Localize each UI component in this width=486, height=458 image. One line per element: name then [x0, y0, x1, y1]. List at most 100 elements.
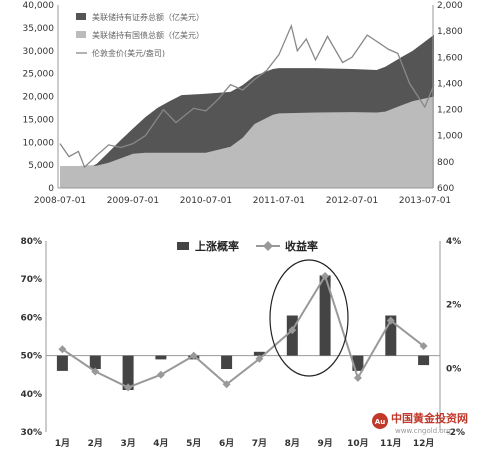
- bar-probability: [286, 315, 298, 356]
- return-marker: [321, 272, 330, 281]
- x-tick-label: 2013-07-01: [399, 196, 451, 206]
- watermark-logo-icon: [372, 413, 388, 429]
- bar-probability: [385, 315, 397, 356]
- x-tick-label: 3月: [120, 438, 135, 449]
- bar-probability: [352, 355, 364, 371]
- watermark: Au 中国黄金投资网 www.cngold.org: [372, 411, 468, 435]
- y-right-tick-label: 1,200: [437, 106, 463, 116]
- x-tick-label: 1月: [55, 438, 70, 449]
- watermark-title: 中国黄金投资网: [391, 411, 468, 425]
- y-left-tick-label: 30%: [20, 428, 42, 438]
- y-right-tick-label: 2%: [446, 301, 461, 311]
- x-tick-label: 2010-07-01: [180, 196, 232, 206]
- y-right-tick-label: 1,000: [437, 132, 463, 142]
- watermark-url: www.cngold.org: [395, 427, 451, 435]
- top-chart-gold-line: [59, 23, 435, 169]
- legend-label-gold: 伦敦金价(美元/盎司): [92, 48, 165, 58]
- x-tick-label: 2月: [88, 438, 103, 449]
- bar-probability: [155, 355, 167, 360]
- return-marker: [156, 370, 165, 379]
- y-right-tick-label: 1,400: [437, 79, 463, 89]
- bottom-chart-ticks: 30% 40% 50% 60% 70% 80% -2% 0% 2% 4% 1月 2月 3月 4月 5月 6月 7…: [20, 237, 465, 449]
- return-marker: [255, 354, 264, 363]
- legend-label-probability: 上涨概率: [195, 239, 239, 253]
- y-left-tick-label: 70%: [20, 275, 42, 285]
- y-left-tick-label: 40,000: [23, 1, 55, 11]
- top-legend: 美联储持有证券总额（亿美元） 美联储持有国债总额（亿美元） 伦敦金价(美元/盎司…: [76, 12, 204, 58]
- y-left-tick-label: 30,000: [23, 47, 55, 57]
- return-marker: [124, 383, 133, 392]
- watermark-logo-text: Au: [375, 418, 385, 426]
- y-left-tick-label: 5,000: [28, 161, 54, 171]
- area-treasuries: [60, 96, 434, 188]
- return-marker: [91, 367, 100, 376]
- return-line: [61, 273, 425, 389]
- y-left-tick-label: 20,000: [23, 93, 55, 103]
- x-tick-label: 4月: [153, 438, 168, 449]
- x-tick-label: 2011-07-01: [253, 196, 305, 206]
- x-tick-label: 9月: [317, 438, 332, 449]
- highlight-ellipse: [269, 259, 349, 377]
- bar-probability: [89, 355, 101, 369]
- legend-label-return: 收益率: [285, 239, 318, 253]
- legend-label-treasuries: 美联储持有国债总额（亿美元）: [92, 30, 204, 40]
- return-marker: [353, 373, 362, 382]
- y-right-tick-label: 2,000: [437, 1, 463, 11]
- y-right-tick-label: 800: [437, 158, 454, 168]
- bar-probability: [418, 355, 430, 366]
- legend-swatch-treasuries: [76, 31, 86, 38]
- x-tick-label: 10月: [347, 438, 369, 449]
- y-left-tick-label: 80%: [20, 237, 42, 247]
- bottom-legend: 上涨概率 收益率: [177, 239, 318, 253]
- x-tick-label: 5月: [186, 438, 201, 449]
- x-tick-label: 2009-07-01: [107, 196, 159, 206]
- top-chart-areas: [60, 34, 434, 189]
- bar-probability: [56, 355, 68, 371]
- x-tick-label: 8月: [285, 438, 300, 449]
- return-marker: [58, 345, 67, 354]
- y-left-tick-label: 60%: [20, 313, 42, 323]
- bar-probability: [122, 355, 134, 390]
- y-right-tick-label: 1,800: [437, 27, 463, 37]
- bar-probability: [221, 355, 233, 369]
- y-right-tick-label: 4%: [446, 237, 461, 247]
- y-right-tick-label: 600: [437, 184, 454, 194]
- gold-price-line: [59, 23, 435, 169]
- x-tick-label: 11月: [380, 438, 402, 449]
- return-marker: [222, 380, 231, 389]
- y-left-tick-label: 35,000: [23, 24, 55, 34]
- legend-swatch-probability: [177, 242, 189, 250]
- bar-probability: [253, 351, 265, 356]
- y-left-tick-label: 10,000: [23, 138, 55, 148]
- bottom-chart: 30% 40% 50% 60% 70% 80% -2% 0% 2% 4% 1月 2月 3月 4月 5月 6月 7…: [20, 237, 468, 449]
- return-marker: [288, 326, 297, 335]
- y-left-tick-label: 0: [48, 184, 54, 194]
- y-right-tick-label: 1,600: [437, 53, 463, 63]
- x-tick-label: 2008-07-01: [34, 196, 86, 206]
- return-marker: [189, 351, 198, 360]
- return-marker: [419, 342, 428, 351]
- top-chart-axes: [57, 5, 434, 189]
- x-tick-label: 12月: [413, 438, 435, 449]
- x-tick-label: 2012-07-01: [326, 196, 378, 206]
- top-chart: 0 5,000 10,000 15,000 20,000 25,000 30,000 35,0…: [23, 1, 464, 206]
- bottom-chart-axes: [45, 241, 441, 432]
- bottom-chart-bars: [56, 275, 430, 390]
- legend-swatch-securities: [76, 13, 86, 20]
- legend-label-securities: 美联储持有证券总额（亿美元）: [92, 12, 204, 22]
- y-left-tick-label: 40%: [20, 390, 42, 400]
- y-left-tick-label: 15,000: [23, 115, 55, 125]
- y-right-tick-label: -2%: [446, 428, 465, 438]
- bar-probability: [319, 275, 331, 356]
- x-tick-label: 7月: [252, 438, 267, 449]
- y-left-tick-label: 50%: [20, 352, 42, 362]
- return-marker: [386, 316, 395, 325]
- legend-diamond-marker: [263, 241, 273, 251]
- y-right-tick-label: 0%: [446, 364, 461, 374]
- bottom-chart-return-line: [58, 272, 428, 392]
- y-left-tick-label: 25,000: [23, 70, 55, 80]
- x-tick-label: 6月: [219, 438, 234, 449]
- top-chart-ticks: 0 5,000 10,000 15,000 20,000 25,000 30,000 35,0…: [23, 1, 464, 206]
